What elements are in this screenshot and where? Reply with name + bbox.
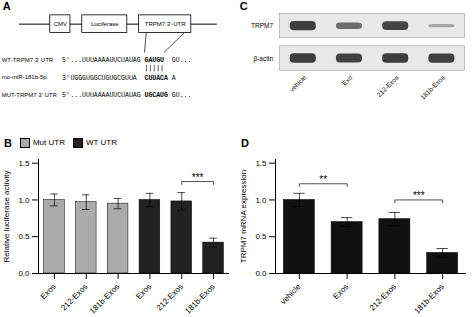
svg-text:vehicle: vehicle: [288, 73, 308, 93]
svg-text:3': 3': [62, 75, 70, 82]
svg-text:UGCAUG: UGCAUG: [145, 92, 169, 99]
svg-text:212-Exos: 212-Exos: [155, 282, 185, 312]
svg-text:GU...: GU...: [172, 57, 192, 64]
svg-text:***: ***: [413, 190, 425, 201]
svg-text:0.0: 0.0: [255, 269, 267, 278]
svg-text:1.0: 1.0: [255, 196, 267, 205]
svg-text:GAUGU: GAUGU: [145, 57, 165, 64]
svg-text:Exo: Exo: [341, 74, 354, 87]
svg-text:TRPM7: TRPM7: [251, 22, 273, 29]
svg-text:β-actin: β-actin: [253, 55, 273, 63]
svg-text:UGGGUGGCUGUGCGUUA: UGGGUGGCUGUGCGUUA: [70, 75, 136, 82]
svg-text:GU...: GU...: [172, 92, 192, 99]
svg-text:0.5: 0.5: [18, 232, 30, 241]
svg-text:...UUUAAAAUUCUAUAG: ...UUUAAAAUUCUAUAG: [70, 57, 140, 64]
svg-text:A: A: [172, 75, 176, 82]
svg-text:212-Exos: 212-Exos: [368, 282, 398, 312]
svg-text:Luciferase: Luciferase: [91, 21, 119, 27]
html-text:D: D: [241, 137, 249, 149]
svg-text:Exos: Exos: [39, 282, 58, 301]
svg-text:Exos: Exos: [134, 282, 153, 301]
svg-text:212-Exos: 212-Exos: [375, 73, 400, 98]
svg-text:MUT-TRPM7 3' UTR: MUT-TRPM7 3' UTR: [2, 92, 58, 98]
svg-text:C: C: [240, 0, 248, 12]
svg-text:0.5: 0.5: [255, 232, 267, 241]
svg-text:Exos: Exos: [331, 282, 350, 301]
svg-text:1.5: 1.5: [255, 159, 267, 168]
svg-text:mo-miR-181b-5p: mo-miR-181b-5p: [2, 74, 48, 80]
svg-text:TRPM7 3'-UTR: TRPM7 3'-UTR: [145, 21, 186, 27]
html-text:B: B: [4, 137, 12, 149]
svg-text:TRPM7 mRNA expression: TRPM7 mRNA expression: [239, 170, 248, 263]
svg-text:181b-Exos: 181b-Exos: [419, 73, 446, 100]
svg-text:vehicle: vehicle: [279, 282, 303, 306]
svg-text:5': 5': [62, 92, 70, 99]
svg-text:**: **: [319, 174, 327, 185]
svg-text:Relative luciferase activity: Relative luciferase activity: [2, 170, 11, 262]
svg-text:1.5: 1.5: [18, 159, 30, 168]
svg-text:1.0: 1.0: [18, 196, 30, 205]
svg-text:212-Exos: 212-Exos: [59, 282, 89, 312]
svg-text:5': 5': [62, 57, 70, 64]
svg-text:...UUUAAAAUUCUAUAG: ...UUUAAAAUUCUAUAG: [70, 92, 140, 99]
svg-text:0.0: 0.0: [18, 269, 30, 278]
svg-text:***: ***: [192, 172, 204, 183]
html-text:WT UTR: WT UTR: [86, 138, 117, 148]
svg-text:CMV: CMV: [54, 21, 67, 27]
html-text:Mut UTR: Mut UTR: [33, 138, 65, 148]
svg-text:181b-Exos: 181b-Exos: [412, 282, 445, 315]
svg-text:181b-Exos: 181b-Exos: [183, 282, 216, 315]
svg-text:WT-TRPM7 3' UTR: WT-TRPM7 3' UTR: [2, 57, 54, 63]
svg-text:A: A: [3, 0, 11, 12]
svg-text:CUUACA: CUUACA: [145, 75, 169, 82]
svg-text:181b-Exos: 181b-Exos: [88, 282, 121, 315]
